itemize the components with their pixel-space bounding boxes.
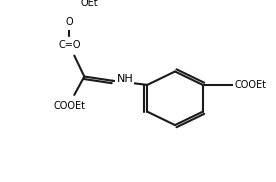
Text: C=O: C=O: [58, 40, 81, 50]
Text: NH: NH: [116, 74, 133, 84]
Text: OEt: OEt: [81, 0, 98, 8]
Text: O: O: [65, 17, 73, 27]
Text: COOEt: COOEt: [235, 80, 267, 90]
Text: COOEt: COOEt: [53, 101, 85, 111]
